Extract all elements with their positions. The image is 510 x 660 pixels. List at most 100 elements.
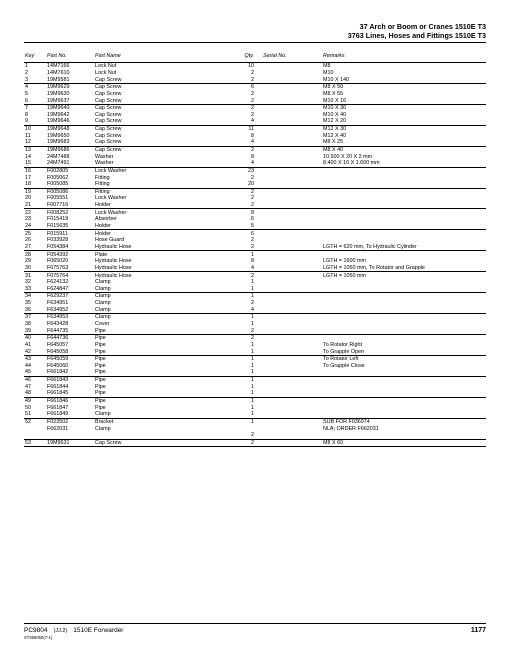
- cell: 8: [214, 209, 262, 216]
- table-row: 20F005551Lock Washer2: [24, 195, 486, 202]
- cell: F661847: [46, 404, 94, 411]
- cell: [322, 167, 486, 174]
- cell: Cap Screw: [94, 132, 214, 139]
- cell: 1: [214, 355, 262, 362]
- cell: 19M9629: [46, 83, 94, 90]
- cell: [322, 390, 486, 397]
- cell: 1: [214, 411, 262, 418]
- table-header-row: Key Part No. Part Name Qty. Serial No. R…: [24, 51, 486, 63]
- cell: 2: [214, 334, 262, 341]
- cell: Fitting: [94, 181, 214, 188]
- cell: 19M9642: [46, 111, 94, 118]
- cell: F005086: [46, 188, 94, 195]
- cell: 1: [214, 279, 262, 286]
- table-row: 18F005085Fitting20: [24, 181, 486, 188]
- cell: 1: [214, 390, 262, 397]
- cell: [262, 91, 322, 98]
- cell: 13: [24, 146, 46, 153]
- cell: 19M9646: [46, 118, 94, 125]
- cell: M10 X 30: [322, 104, 486, 111]
- col-partname: Part Name: [94, 51, 214, 63]
- cell: [262, 355, 322, 362]
- cell: [322, 411, 486, 418]
- cell: F015635: [46, 223, 94, 230]
- cell: F662031: [46, 425, 94, 432]
- cell: Pipe: [94, 369, 214, 376]
- cell: 4: [214, 265, 262, 272]
- cell: [322, 321, 486, 328]
- cell: Cap Screw: [94, 91, 214, 98]
- cell: Hydraulic Hose: [94, 244, 214, 251]
- cell: Lock Nut: [94, 70, 214, 77]
- table-row: 22F008252Lock Washer8: [24, 209, 486, 216]
- cell: F661846: [46, 397, 94, 404]
- cell: [322, 251, 486, 258]
- cell: 6: [214, 216, 262, 223]
- cell: 12: [24, 139, 46, 146]
- cell: Cap Screw: [94, 83, 214, 90]
- cell: LGTH = 620 mm, To Hydraulic Cylinder: [322, 244, 486, 251]
- cell: F005062: [46, 174, 94, 181]
- cell: [322, 279, 486, 286]
- table-row: 36F634952Clamp4: [24, 306, 486, 313]
- cell: 19M9650: [46, 132, 94, 139]
- cell: [322, 300, 486, 307]
- cell: [262, 118, 322, 125]
- cell: 10.500 X 20 X 2 mm: [322, 153, 486, 160]
- cell: F645059: [46, 355, 94, 362]
- cell: [322, 181, 486, 188]
- table-row: 519M9630Cap Screw2M8 X 55: [24, 91, 486, 98]
- cell: Clamp: [94, 425, 214, 432]
- cell: [262, 237, 322, 244]
- table-row: 114M7166Lock Nut10M8: [24, 63, 486, 70]
- cell: 1: [24, 63, 46, 70]
- table-row: 32F624132Clamp1: [24, 279, 486, 286]
- table-row: 1119M9650Cap Screw8M12 X 40: [24, 132, 486, 139]
- table-row: 419M9629Cap Screw6M8 X 50: [24, 83, 486, 90]
- cell: 10: [214, 63, 262, 70]
- cell: 19M9630: [46, 91, 94, 98]
- cell: [262, 174, 322, 181]
- table-row: 19F005086Fitting2: [24, 188, 486, 195]
- cell: [262, 342, 322, 349]
- table-row: 43F645059Pipe1To Rotator Left: [24, 355, 486, 362]
- cell: 32: [24, 279, 46, 286]
- cell: [262, 432, 322, 439]
- cell: 24: [24, 223, 46, 230]
- cell: F005085: [46, 181, 94, 188]
- cell: Cap Screw: [94, 139, 214, 146]
- cell: 5: [24, 91, 46, 98]
- table-row: 42F645058Pipe1To Grapple Open: [24, 348, 486, 355]
- cell: [262, 334, 322, 341]
- cell: 52: [24, 418, 46, 425]
- col-qty: Qty.: [214, 51, 262, 63]
- cell: [262, 418, 322, 425]
- cell: F033928: [46, 237, 94, 244]
- cell: F645057: [46, 342, 94, 349]
- cell: F661842: [46, 369, 94, 376]
- col-serial: Serial No.: [262, 51, 322, 63]
- cell: 2: [214, 300, 262, 307]
- cell: 6: [214, 83, 262, 90]
- cell: 44: [24, 363, 46, 370]
- cell: LGTH = 1050 mm, To Rotator and Grapple: [322, 265, 486, 272]
- cell: 2: [214, 195, 262, 202]
- cell: 25: [24, 230, 46, 237]
- table-row: 48F661845Pipe1: [24, 390, 486, 397]
- cell: [322, 230, 486, 237]
- cell: Cap Screw: [94, 97, 214, 104]
- cell: Pipe: [94, 397, 214, 404]
- cell: M8 X 40: [322, 146, 486, 153]
- cell: F624132: [46, 279, 94, 286]
- table-row: 1424M7488Washer810.500 X 20 X 2 mm: [24, 153, 486, 160]
- cell: [262, 321, 322, 328]
- cell: Lock Washer: [94, 167, 214, 174]
- table-row: 1219M9683Cap Screw4M8 X 25: [24, 139, 486, 146]
- cell: [262, 216, 322, 223]
- cell: 19M9581: [46, 76, 94, 83]
- table-row: 50F661847Pipe1: [24, 404, 486, 411]
- cell: 2: [214, 202, 262, 209]
- cell: 19: [24, 188, 46, 195]
- cell: 18: [24, 181, 46, 188]
- cell: F075763: [46, 265, 94, 272]
